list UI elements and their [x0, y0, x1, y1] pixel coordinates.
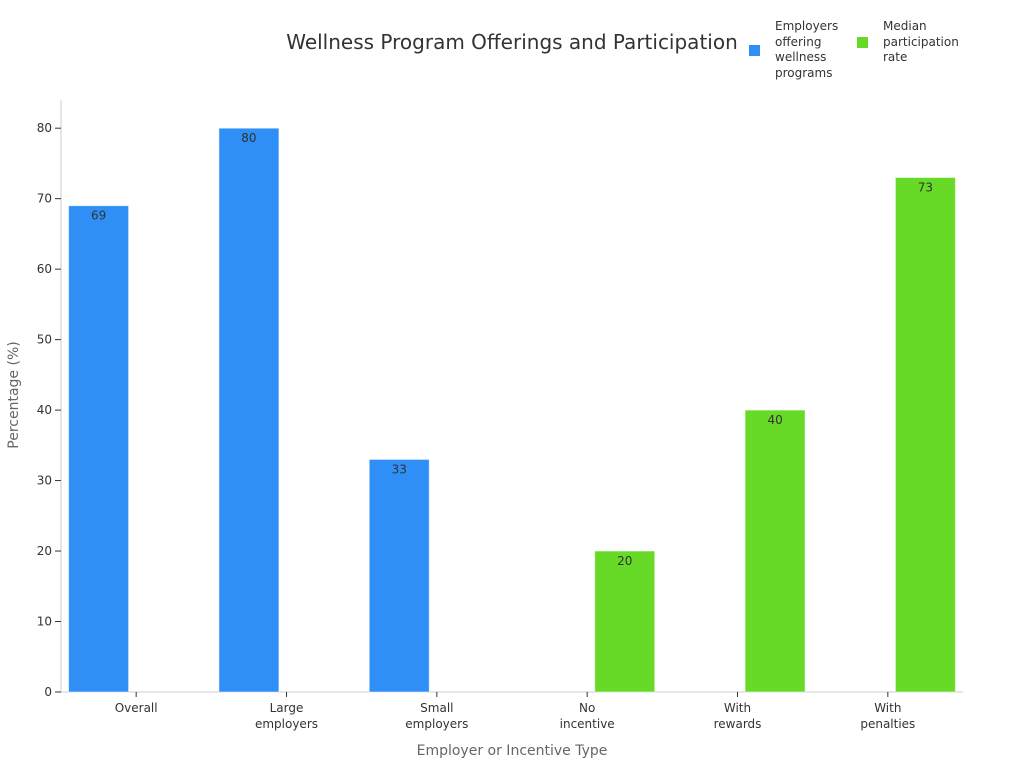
- bars: [68, 127, 956, 693]
- y-axis: 0 10 20 30 40 50 60 70 80: [37, 100, 62, 699]
- legend-swatch: [857, 37, 868, 48]
- bar-value-label: 20: [617, 554, 632, 568]
- bar[interactable]: [368, 458, 430, 693]
- legend-item-offering[interactable]: Employers offering wellness programs: [749, 19, 855, 81]
- y-tick-label: 20: [37, 544, 52, 558]
- bar[interactable]: [68, 205, 130, 693]
- bar-value-label: 73: [918, 181, 933, 195]
- y-tick-label: 0: [44, 685, 52, 699]
- legend-item-participation[interactable]: Median participation rate: [857, 19, 973, 66]
- y-tick-label: 40: [37, 403, 52, 417]
- chart-title: Wellness Program Offerings and Participa…: [286, 30, 738, 54]
- y-axis-title: Percentage (%): [6, 341, 22, 448]
- y-tick-label: 80: [37, 121, 52, 135]
- legend: Employers offering wellness programs Median…: [749, 19, 1009, 89]
- bar[interactable]: [894, 177, 956, 693]
- x-tick-label: Large employers: [255, 701, 318, 731]
- x-tick-label: With rewards: [714, 701, 762, 731]
- x-tick-label: No incentive: [560, 701, 615, 731]
- y-tick-label: 30: [37, 474, 52, 488]
- bar-value-label: 33: [392, 462, 407, 476]
- legend-label: Median participation rate: [883, 19, 959, 64]
- bar[interactable]: [744, 409, 806, 693]
- bar[interactable]: [594, 550, 656, 693]
- x-axis-title: Employer or Incentive Type: [417, 743, 608, 759]
- y-tick-label: 10: [37, 615, 52, 629]
- x-tick-label: With penalties: [860, 701, 915, 731]
- x-axis: Overall Large employers Small employers No inc…: [61, 691, 963, 731]
- x-tick-label: Overall: [115, 701, 158, 715]
- x-tick-label: Small employers: [405, 701, 468, 731]
- bar-value-label: 80: [241, 131, 256, 145]
- legend-label: Employers offering wellness programs: [775, 19, 839, 80]
- legend-swatch: [749, 45, 760, 56]
- data-labels: 69 80 33 20 40 73: [91, 131, 933, 568]
- bar-value-label: 40: [767, 413, 782, 427]
- y-tick-label: 50: [37, 333, 52, 347]
- y-tick-label: 70: [37, 192, 52, 206]
- bar[interactable]: [218, 127, 280, 693]
- y-tick-label: 60: [37, 262, 52, 276]
- bar-value-label: 69: [91, 209, 106, 223]
